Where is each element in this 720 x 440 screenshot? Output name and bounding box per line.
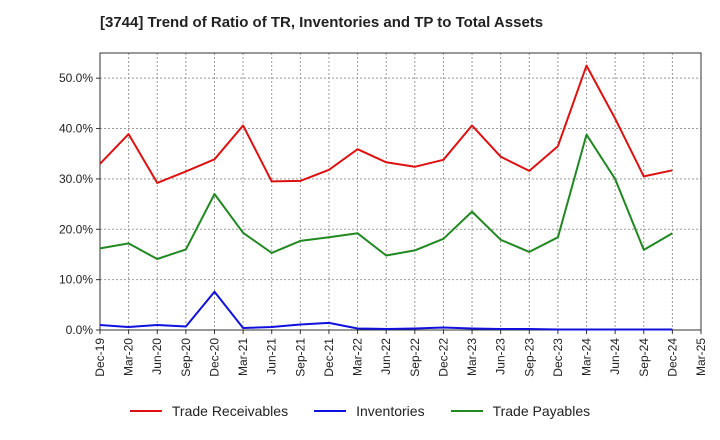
x-tick-label: Dec-22 [436, 338, 450, 377]
x-tick-label: Sep-24 [637, 338, 651, 377]
x-tick-label: Mar-21 [236, 338, 250, 376]
x-tick-label: Jun-22 [379, 338, 393, 375]
legend-label: Inventories [356, 403, 425, 419]
x-tick-label: Mar-23 [465, 338, 479, 376]
legend-swatch-trade-receivables [129, 410, 162, 412]
series-lines [99, 64, 673, 331]
series-line-trade-payables [99, 133, 673, 260]
x-tick-label: Dec-20 [207, 338, 221, 377]
chart-title: [3744] Trend of Ratio of TR, Inventories… [100, 14, 544, 31]
x-tick-label: Jun-24 [608, 338, 622, 375]
x-tick-label: Mar-24 [580, 338, 594, 376]
series-line-trade-receivables [99, 64, 673, 184]
x-tick-label: Sep-22 [408, 338, 422, 377]
grid-lines [100, 53, 701, 330]
x-tick-label: Jun-23 [494, 338, 508, 375]
x-tick-label: Mar-20 [122, 338, 136, 376]
x-tick-label: Jun-20 [150, 338, 164, 375]
x-tick-label: Dec-19 [93, 338, 107, 377]
y-tick-label: 10.0% [59, 273, 93, 287]
y-tick-label: 20.0% [59, 222, 93, 236]
legend-item-inventories: Inventories [314, 403, 425, 419]
legend-swatch-trade-payables [450, 410, 483, 412]
y-tick-label: 40.0% [59, 122, 93, 136]
x-tick-label: Sep-20 [179, 338, 193, 377]
y-tick-label: 0.0% [66, 323, 94, 337]
y-tick-label: 50.0% [59, 71, 93, 85]
x-axis-ticks: Dec-19 Mar-20 Jun-20 Sep-20 Dec-20 Mar-21 Jun-… [93, 330, 708, 377]
legend-item-trade-payables: Trade Payables [450, 403, 591, 419]
legend: Trade Receivables Inventories Trade Paya… [0, 403, 720, 419]
legend-label: Trade Receivables [171, 403, 289, 419]
x-tick-label: Sep-23 [522, 338, 536, 377]
x-tick-label: Dec-24 [665, 338, 679, 377]
legend-label: Trade Payables [492, 403, 591, 419]
x-tick-label: Mar-22 [351, 338, 365, 376]
x-tick-label: Sep-21 [293, 338, 307, 377]
legend-item-trade-receivables: Trade Receivables [129, 403, 289, 419]
plot-frame [99, 52, 702, 331]
x-tick-label: Jun-21 [265, 338, 279, 375]
legend-swatch-inventories [314, 410, 347, 412]
series-line-inventories [99, 290, 673, 331]
x-tick-label: Dec-21 [322, 338, 336, 377]
y-axis-ticks: 0.0% 10.0% 20.0% 30.0% 40.0% 50.0% [59, 71, 100, 337]
y-tick-label: 30.0% [59, 172, 93, 186]
x-tick-label: Dec-23 [551, 338, 565, 377]
x-tick-label: Mar-25 [694, 338, 708, 376]
